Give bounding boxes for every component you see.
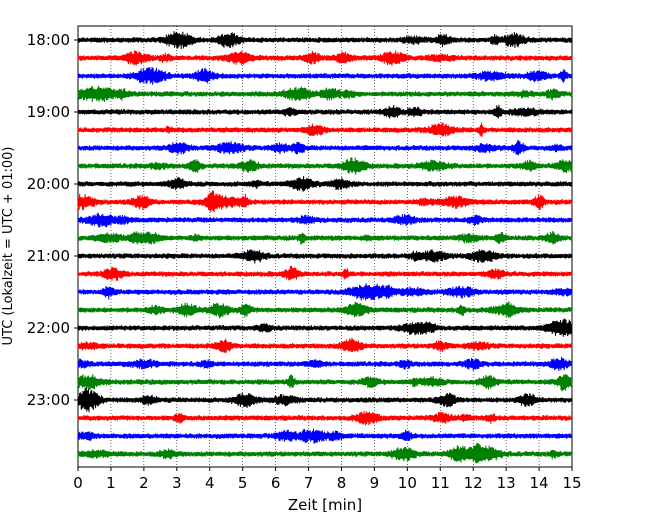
x-tick-label: 9: [370, 474, 380, 492]
x-tick-label: 1: [106, 474, 116, 492]
traces: [77, 31, 573, 464]
trace-2000: [77, 176, 573, 192]
trace-2215: [77, 337, 573, 353]
trace-2245: [77, 374, 573, 392]
trace-1800: [77, 31, 573, 50]
x-tick-label: 3: [172, 474, 182, 492]
trace-2300: [77, 386, 573, 413]
trace-2030: [77, 212, 573, 228]
x-tick-label: 15: [562, 474, 581, 492]
trace-1900: [77, 104, 573, 119]
trace-2145: [77, 301, 573, 319]
trace-2045: [77, 231, 573, 245]
y-tick-label: 22:00: [27, 319, 70, 337]
trace-1830: [77, 66, 573, 85]
y-tick-label: 19:00: [27, 103, 70, 121]
trace-2015: [77, 190, 573, 213]
trace-2330: [77, 428, 573, 444]
trace-1945: [77, 157, 573, 175]
x-tick-label: 12: [464, 474, 483, 492]
x-tick-label: 10: [398, 474, 417, 492]
plot-frame: [77, 25, 573, 468]
y-tick-label: 23:00: [27, 391, 70, 409]
trace-2200: [77, 318, 573, 337]
x-axis-ticks: 0 1 2 3 4 5 6 7 8 9 10 11 12 13 14 15: [73, 467, 582, 492]
trace-1930: [77, 140, 573, 156]
x-axis-title: Zeit [min]: [288, 496, 362, 514]
trace-1915: [77, 122, 573, 137]
trace-2230: [77, 356, 573, 371]
x-tick-label: 8: [337, 474, 347, 492]
x-tick-label: 11: [431, 474, 450, 492]
y-tick-label: 21:00: [27, 247, 70, 265]
y-axis-ticks: 18:00 19:00 20:00 21:00 22:00 23:00: [27, 31, 78, 409]
x-tick-label: 7: [304, 474, 314, 492]
trace-1845: [77, 85, 573, 102]
x-tick-label: 6: [271, 474, 281, 492]
trace-2130: [77, 283, 573, 301]
trace-1815: [77, 50, 573, 66]
y-tick-label: 20:00: [27, 175, 70, 193]
x-tick-label: 4: [205, 474, 215, 492]
trace-2315: [77, 411, 573, 426]
trace-2115: [77, 265, 573, 281]
y-tick-label: 18:00: [27, 31, 70, 49]
x-tick-label: 2: [139, 474, 149, 492]
x-tick-label: 5: [238, 474, 248, 492]
trace-2345: [77, 442, 573, 464]
trace-2100: [77, 249, 573, 264]
y-axis-title: UTC (Lokalzeit = UTC + 01:00): [1, 147, 16, 346]
x-tick-label: 0: [73, 474, 83, 492]
x-tick-label: 13: [497, 474, 516, 492]
x-tick-label: 14: [530, 474, 549, 492]
